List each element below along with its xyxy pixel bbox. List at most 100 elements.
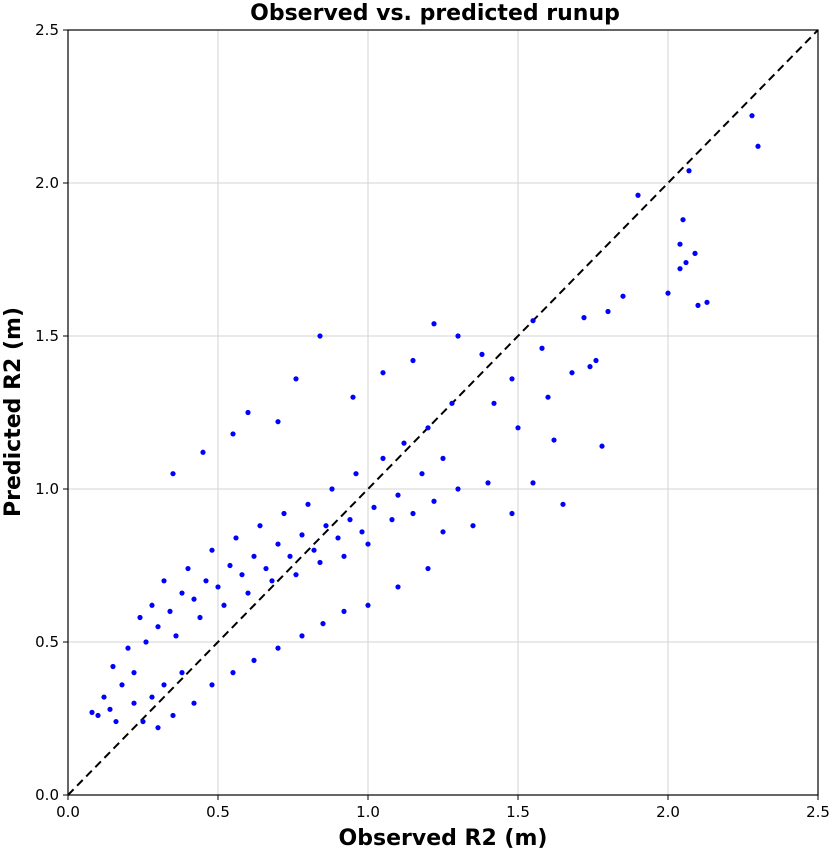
data-point bbox=[425, 425, 431, 431]
data-point bbox=[125, 645, 131, 651]
y-tick-label: 1.5 bbox=[35, 327, 59, 345]
data-point bbox=[587, 364, 593, 370]
data-point bbox=[350, 394, 356, 400]
data-point bbox=[131, 670, 137, 676]
data-point bbox=[137, 614, 143, 621]
data-point bbox=[95, 712, 101, 719]
data-point bbox=[317, 559, 323, 566]
data-point bbox=[341, 608, 347, 615]
data-point bbox=[299, 633, 305, 639]
data-point bbox=[755, 143, 761, 149]
data-point bbox=[155, 624, 161, 630]
x-tick-label: 1.5 bbox=[506, 803, 530, 821]
data-point bbox=[371, 504, 377, 510]
data-point bbox=[275, 541, 281, 547]
data-point bbox=[599, 443, 605, 449]
data-point bbox=[449, 400, 455, 406]
plot-frame bbox=[67, 29, 819, 796]
data-point bbox=[530, 318, 536, 324]
y-axis-label: Predicted R2 (m) bbox=[1, 307, 26, 517]
x-axis-label: Observed R2 (m) bbox=[339, 826, 548, 850]
data-point bbox=[440, 455, 446, 461]
data-point bbox=[515, 425, 521, 431]
data-point bbox=[410, 357, 416, 364]
data-point bbox=[401, 440, 407, 446]
data-point bbox=[677, 266, 683, 272]
data-point bbox=[311, 547, 317, 553]
data-point bbox=[197, 614, 203, 621]
data-point bbox=[680, 217, 686, 223]
data-point bbox=[107, 706, 113, 712]
data-point bbox=[749, 113, 755, 119]
data-point bbox=[431, 498, 437, 504]
data-point bbox=[341, 553, 347, 559]
data-point bbox=[380, 455, 386, 461]
data-point bbox=[155, 725, 161, 731]
data-point bbox=[281, 510, 287, 517]
data-point bbox=[539, 345, 545, 351]
data-point bbox=[275, 419, 281, 425]
data-point bbox=[167, 608, 173, 615]
data-point bbox=[560, 501, 566, 507]
x-tick-label: 2.5 bbox=[806, 803, 830, 821]
data-point bbox=[131, 700, 137, 706]
data-point bbox=[365, 602, 371, 608]
data-point bbox=[431, 321, 437, 327]
data-point bbox=[695, 302, 701, 308]
data-point bbox=[191, 700, 197, 706]
data-point bbox=[149, 602, 155, 608]
data-point bbox=[425, 565, 431, 572]
data-point bbox=[293, 376, 299, 382]
data-point bbox=[161, 682, 167, 688]
data-point bbox=[440, 529, 446, 535]
data-point bbox=[251, 657, 257, 663]
data-point bbox=[299, 532, 305, 538]
data-point bbox=[347, 517, 353, 523]
data-point bbox=[275, 645, 281, 651]
data-point bbox=[692, 250, 698, 256]
data-point bbox=[593, 357, 599, 364]
data-point bbox=[293, 572, 299, 578]
data-point bbox=[635, 192, 641, 198]
data-point bbox=[581, 315, 587, 321]
data-point bbox=[227, 562, 233, 569]
data-point bbox=[89, 709, 95, 715]
data-point bbox=[215, 584, 221, 590]
data-point bbox=[359, 529, 365, 535]
data-point bbox=[170, 471, 176, 477]
data-point bbox=[230, 670, 236, 676]
data-point bbox=[605, 308, 611, 315]
x-tick-label: 1.0 bbox=[356, 803, 380, 821]
y-tick-label: 0.0 bbox=[35, 786, 59, 804]
data-point bbox=[191, 596, 197, 602]
data-point bbox=[620, 293, 626, 299]
data-point bbox=[245, 409, 251, 416]
data-point bbox=[353, 471, 359, 477]
data-point bbox=[530, 480, 536, 486]
data-point bbox=[101, 694, 107, 700]
data-point bbox=[665, 290, 671, 296]
data-point bbox=[545, 394, 551, 400]
y-tick-label: 2.0 bbox=[35, 174, 59, 192]
data-point bbox=[173, 633, 179, 639]
ticks: 0.0 0.5 1.0 1.5 2.0 2.5 0.0 0.5 1.0 1.5 2.0 2.5 bbox=[35, 21, 830, 821]
data-point bbox=[287, 553, 293, 559]
data-point bbox=[230, 431, 236, 437]
data-point bbox=[269, 578, 275, 584]
data-point bbox=[149, 694, 155, 700]
data-point bbox=[239, 572, 245, 578]
data-point bbox=[305, 501, 311, 507]
one-to-one-reference-line bbox=[67, 29, 819, 796]
data-point bbox=[455, 486, 461, 492]
y-tick-label: 0.5 bbox=[35, 633, 59, 651]
data-point bbox=[251, 553, 257, 559]
reference-line-layer bbox=[67, 29, 819, 796]
data-point bbox=[263, 565, 269, 572]
data-point bbox=[455, 333, 461, 339]
data-point bbox=[140, 718, 146, 725]
data-point bbox=[317, 333, 323, 339]
data-point bbox=[200, 449, 206, 455]
data-point bbox=[185, 565, 191, 572]
data-point bbox=[365, 541, 371, 547]
